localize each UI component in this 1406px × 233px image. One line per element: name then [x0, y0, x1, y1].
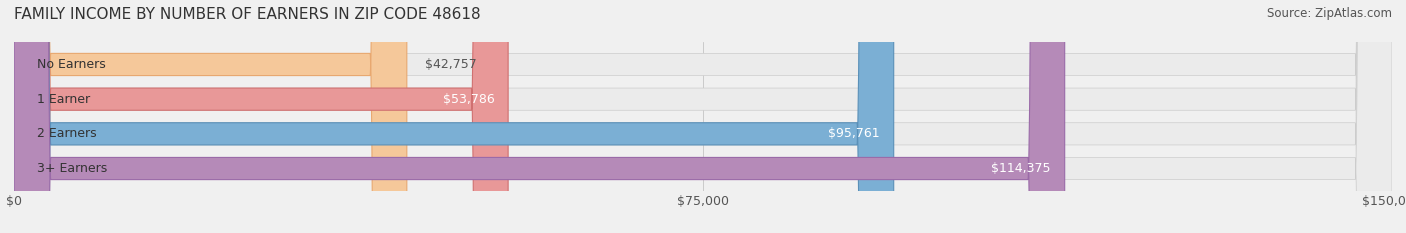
Text: Source: ZipAtlas.com: Source: ZipAtlas.com	[1267, 7, 1392, 20]
Text: 1 Earner: 1 Earner	[37, 93, 90, 106]
FancyBboxPatch shape	[14, 0, 1392, 233]
FancyBboxPatch shape	[14, 0, 894, 233]
Text: $42,757: $42,757	[425, 58, 477, 71]
FancyBboxPatch shape	[14, 0, 1392, 233]
FancyBboxPatch shape	[14, 0, 1392, 233]
Text: $114,375: $114,375	[991, 162, 1050, 175]
Text: $53,786: $53,786	[443, 93, 495, 106]
Text: $95,761: $95,761	[828, 127, 880, 140]
FancyBboxPatch shape	[14, 0, 1064, 233]
FancyBboxPatch shape	[14, 0, 508, 233]
FancyBboxPatch shape	[14, 0, 406, 233]
Text: 2 Earners: 2 Earners	[37, 127, 97, 140]
FancyBboxPatch shape	[14, 0, 1392, 233]
Text: FAMILY INCOME BY NUMBER OF EARNERS IN ZIP CODE 48618: FAMILY INCOME BY NUMBER OF EARNERS IN ZI…	[14, 7, 481, 22]
Text: 3+ Earners: 3+ Earners	[37, 162, 107, 175]
Text: No Earners: No Earners	[37, 58, 105, 71]
